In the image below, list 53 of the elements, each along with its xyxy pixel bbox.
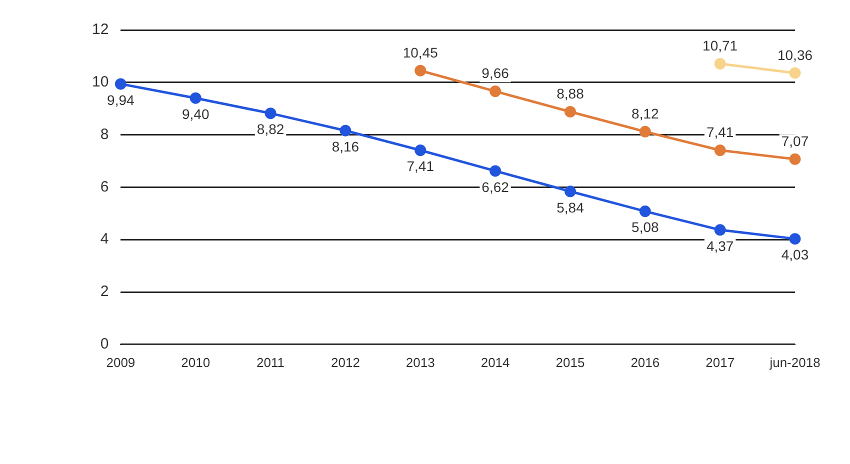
x-tick-label: 2014 (480, 354, 510, 370)
point (490, 86, 502, 98)
x-tick-label: 2012 (330, 354, 360, 370)
x-tick-label: 2009 (106, 354, 136, 370)
point (789, 67, 801, 79)
x-tick-label: 2010 (181, 354, 210, 370)
data-label: 10,36 (777, 46, 813, 63)
x-tick-label: 2013 (406, 354, 435, 370)
point (414, 64, 426, 76)
point (490, 165, 502, 177)
point (114, 78, 126, 90)
data-label: 8,88 (556, 86, 584, 102)
y-tick-label: 6 (100, 178, 109, 196)
y-tick-label: 12 (92, 21, 109, 38)
y-tick-label: 8 (100, 126, 109, 143)
y-tick-label: 0 (100, 336, 109, 353)
data-label: 6,62 (482, 178, 510, 195)
x-tick-label: 2011 (256, 354, 285, 370)
point (714, 144, 726, 156)
data-label: 7,41 (406, 158, 434, 174)
data-label: 5,84 (556, 199, 584, 216)
data-label: 9,40 (182, 106, 210, 122)
x-tick-label: jun-2018 (768, 354, 820, 370)
data-label: 9,66 (482, 65, 510, 82)
point (789, 233, 801, 245)
point (789, 153, 801, 165)
x-tick-label: 2016 (630, 354, 660, 370)
x-tick-label: 2015 (556, 354, 585, 370)
data-label: 7,07 (781, 133, 809, 150)
y-tick-label: 10 (92, 74, 109, 91)
y-tick-label: 2 (100, 283, 109, 300)
data-label: 7,41 (706, 124, 734, 140)
data-label: 4,03 (781, 246, 809, 263)
point (264, 108, 276, 120)
data-label: 9,94 (107, 92, 135, 108)
point (714, 58, 726, 70)
data-label: 5,08 (632, 219, 659, 236)
data-label: 8,82 (256, 121, 284, 138)
point (564, 106, 576, 118)
data-label: 10,71 (702, 38, 738, 54)
data-label: 8,16 (332, 138, 360, 154)
y-tick-label: 4 (100, 230, 109, 248)
data-label: 8,12 (632, 106, 659, 122)
point (414, 144, 426, 156)
point (714, 224, 726, 236)
x-tick-label: 2017 (706, 354, 735, 370)
point (639, 126, 651, 138)
point (639, 206, 651, 218)
point (340, 124, 352, 136)
data-label: 4,37 (706, 238, 734, 254)
point (190, 92, 202, 104)
data-label: 10,45 (402, 44, 438, 60)
point (564, 186, 576, 198)
